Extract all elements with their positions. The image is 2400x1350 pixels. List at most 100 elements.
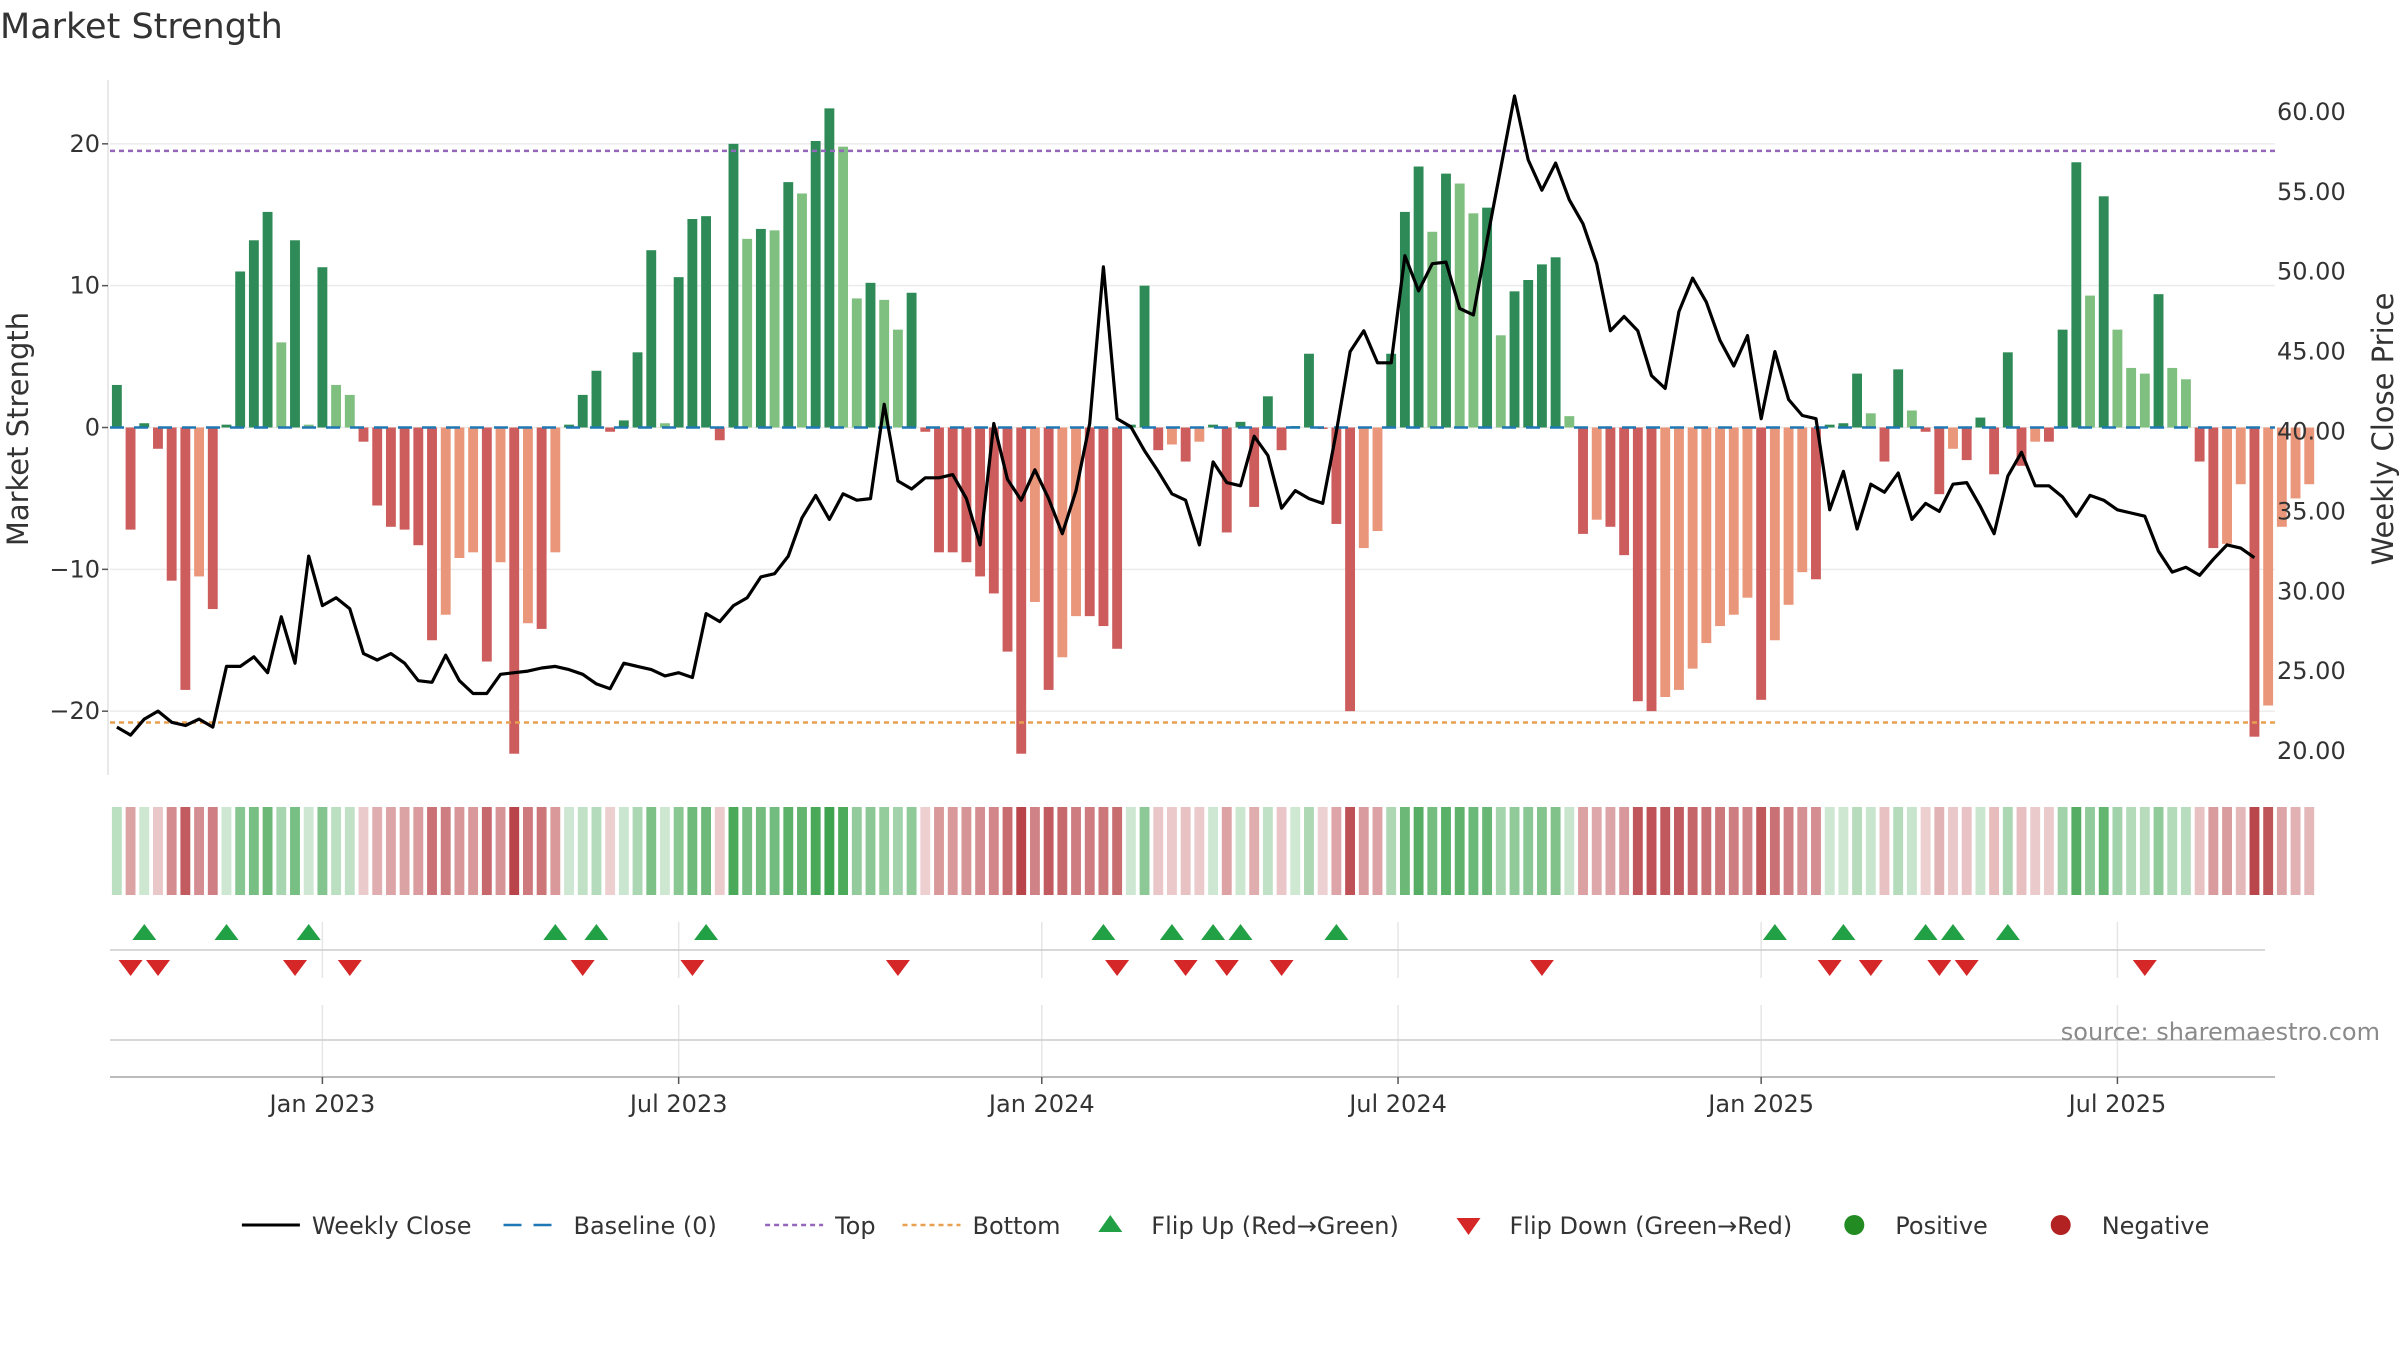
strength-bar bbox=[180, 427, 191, 690]
heat-cell bbox=[2043, 807, 2054, 895]
heat-cell bbox=[783, 807, 794, 895]
legend-entry: Flip Up (Red→Green) bbox=[1098, 1212, 1399, 1240]
heat-cell bbox=[1098, 807, 1109, 895]
heat-cell bbox=[1948, 807, 1958, 895]
strength-bar bbox=[372, 427, 383, 506]
strength-bar bbox=[687, 219, 698, 428]
strength-bar bbox=[1948, 427, 1958, 449]
heat-cell bbox=[906, 807, 917, 895]
heat-cell bbox=[194, 807, 204, 895]
heat-cell bbox=[221, 807, 232, 895]
flip-up-marker bbox=[296, 924, 321, 940]
flip-down-marker bbox=[146, 960, 170, 976]
heat-cell bbox=[440, 807, 451, 895]
strength-bar bbox=[1386, 353, 1397, 428]
strength-bar bbox=[1084, 427, 1095, 617]
reference-lines bbox=[110, 149, 2275, 724]
strength-bar bbox=[2085, 295, 2095, 428]
strength-bar bbox=[2167, 367, 2178, 428]
strength-bar bbox=[1934, 427, 1945, 495]
strength-bar bbox=[1523, 279, 1534, 428]
heat-cell bbox=[1167, 807, 1177, 895]
strength-bar bbox=[221, 424, 232, 428]
legend-flip-up-icon bbox=[1098, 1215, 1123, 1232]
heat-cell bbox=[1660, 807, 1671, 895]
heat-cell bbox=[1893, 807, 1904, 895]
strength-bar bbox=[1920, 427, 1931, 432]
strength-bar bbox=[399, 427, 410, 530]
strength-bar bbox=[934, 427, 944, 553]
legend-label: Flip Up (Red→Green) bbox=[1151, 1212, 1399, 1240]
heat-cell bbox=[1852, 807, 1863, 895]
heat-cell bbox=[1139, 807, 1150, 895]
y-tick-label: 10 bbox=[69, 272, 100, 300]
flip-down-marker bbox=[1858, 960, 1883, 976]
strength-bar bbox=[550, 427, 561, 553]
strength-bar bbox=[454, 427, 465, 558]
strength-bar bbox=[1112, 427, 1123, 649]
strength-bar bbox=[1468, 213, 1479, 428]
strength-bar bbox=[2016, 427, 2027, 466]
heat-cell bbox=[372, 807, 383, 895]
strength-bar bbox=[920, 427, 931, 432]
heat-cell bbox=[180, 807, 191, 895]
heat-cell bbox=[2276, 807, 2287, 895]
legend-flip-down-icon bbox=[1456, 1218, 1481, 1235]
strength-bar bbox=[2126, 367, 2137, 428]
heat-cell bbox=[427, 807, 437, 895]
strength-bar bbox=[1482, 207, 1493, 428]
strength-bar bbox=[975, 427, 986, 577]
heat-cell bbox=[1386, 807, 1397, 895]
y2-tick-label: 55.00 bbox=[2277, 178, 2346, 206]
strength-bar bbox=[1413, 166, 1424, 428]
heat-cell bbox=[139, 807, 150, 895]
strength-bar bbox=[728, 143, 739, 428]
strength-bar bbox=[673, 277, 684, 428]
axes: 20 10 0 −10 −20 60.00 55.00 50.00 45.00 40.00 35.0… bbox=[49, 80, 2346, 1118]
flip-up-marker bbox=[214, 924, 239, 940]
strength-bar bbox=[248, 240, 259, 428]
heat-cell bbox=[1071, 807, 1081, 895]
heat-cell bbox=[207, 807, 218, 895]
heat-cell bbox=[1961, 807, 1972, 895]
strength-bar bbox=[1728, 427, 1739, 615]
strength-bar bbox=[1057, 427, 1068, 658]
strength-bar bbox=[1029, 427, 1040, 602]
strength-bar bbox=[1098, 427, 1109, 627]
heat-cell bbox=[399, 807, 410, 895]
strength-bar bbox=[1495, 335, 1506, 428]
strength-bar bbox=[1756, 427, 1767, 700]
heat-cell bbox=[1564, 807, 1575, 895]
strength-bar bbox=[1660, 427, 1671, 697]
strength-bar bbox=[2208, 427, 2219, 549]
heat-cell bbox=[331, 807, 342, 895]
strength-bar bbox=[1249, 427, 1260, 507]
chart-title: Market Strength bbox=[0, 7, 283, 47]
heat-cell bbox=[947, 807, 958, 895]
strength-bar bbox=[1591, 427, 1602, 520]
heat-cell bbox=[934, 807, 944, 895]
strength-bar bbox=[1304, 353, 1314, 428]
heat-cell bbox=[673, 807, 684, 895]
flip-down-marker bbox=[680, 960, 705, 976]
strength-bar bbox=[906, 292, 917, 428]
heat-cell bbox=[2194, 807, 2205, 895]
heat-cell bbox=[1632, 807, 1643, 895]
strength-bar bbox=[139, 423, 150, 428]
strength-bar bbox=[522, 427, 533, 624]
heat-cell bbox=[755, 807, 766, 895]
strength-bar bbox=[125, 427, 136, 530]
flip-down-marker bbox=[1529, 960, 1554, 976]
heat-cell bbox=[2057, 807, 2068, 895]
strength-bar bbox=[1674, 427, 1684, 690]
strength-bar bbox=[111, 384, 122, 428]
flip-up-marker bbox=[1091, 924, 1116, 940]
heat-cell bbox=[1468, 807, 1479, 895]
strength-bar bbox=[1687, 427, 1698, 669]
strength-bar bbox=[1002, 427, 1013, 652]
flip-up-marker bbox=[1228, 924, 1253, 940]
strength-bar bbox=[1509, 291, 1520, 428]
heat-cell bbox=[153, 807, 163, 895]
strength-bar bbox=[468, 427, 479, 553]
strength-bar bbox=[276, 342, 287, 428]
